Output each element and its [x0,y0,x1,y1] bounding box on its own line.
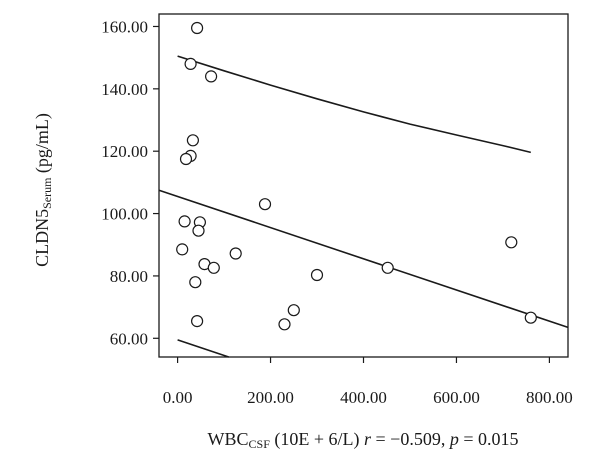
y-tick-label: 140.00 [101,80,148,99]
data-point [505,236,518,249]
data-point [207,261,220,274]
data-points [176,21,537,331]
data-point [310,268,324,282]
x-tick-label: 0.00 [163,388,193,407]
x-tick-label: 600.00 [433,388,480,407]
upper-bound-curve [177,55,531,154]
x-axis-title-main: WBC [208,429,249,449]
data-point [229,247,242,260]
plot-area [158,13,569,358]
x-tick-label: 800.00 [526,388,573,407]
p-symbol: p [448,429,459,449]
data-point [524,311,537,324]
lower-bound-curve [177,339,229,358]
data-point [278,318,291,331]
y-axis: 60.00 80.00 100.00 120.00 140.00 160.00 [101,17,159,348]
y-tick-label: 120.00 [101,142,148,161]
y-tick-label: 80.00 [110,267,148,286]
data-point [205,70,218,83]
data-point [189,276,202,289]
y-tick-label: 100.00 [101,205,148,224]
data-point [191,315,204,328]
data-point [258,198,272,211]
r-value: = −0.509, [371,429,450,449]
y-axis-title: CLDN5Serum (pg/mL) [32,113,54,267]
data-point [191,21,204,35]
data-point [184,57,197,71]
data-point [287,304,300,317]
data-point [381,261,394,274]
x-axis: 0.00 200.00 400.00 600.00 800.00 [163,357,573,407]
data-point [179,152,193,166]
x-tick-label: 400.00 [340,388,387,407]
r-symbol: r [364,429,372,449]
x-axis-title: WBCCSF (10E + 6/L) r = −0.509, p = 0.015 [208,429,519,451]
data-point [176,243,189,256]
y-tick-label: 160.00 [101,17,148,36]
y-tick-label: 60.00 [110,329,148,348]
data-point [186,134,199,147]
y-axis-title-main: CLDN5 [32,209,52,267]
p-value: = 0.015 [459,429,519,449]
data-point [192,224,205,237]
x-axis-title-sub: CSF [249,437,271,451]
fit-lines [158,55,569,358]
plot-frame [158,13,569,358]
x-tick-label: 200.00 [247,388,294,407]
y-axis-title-unit: (pg/mL) [32,113,53,178]
x-axis-title-unit: (10E + 6/L) [270,429,364,450]
data-point [178,215,191,228]
y-axis-title-sub: Serum [40,177,54,209]
regression-line [158,189,569,329]
